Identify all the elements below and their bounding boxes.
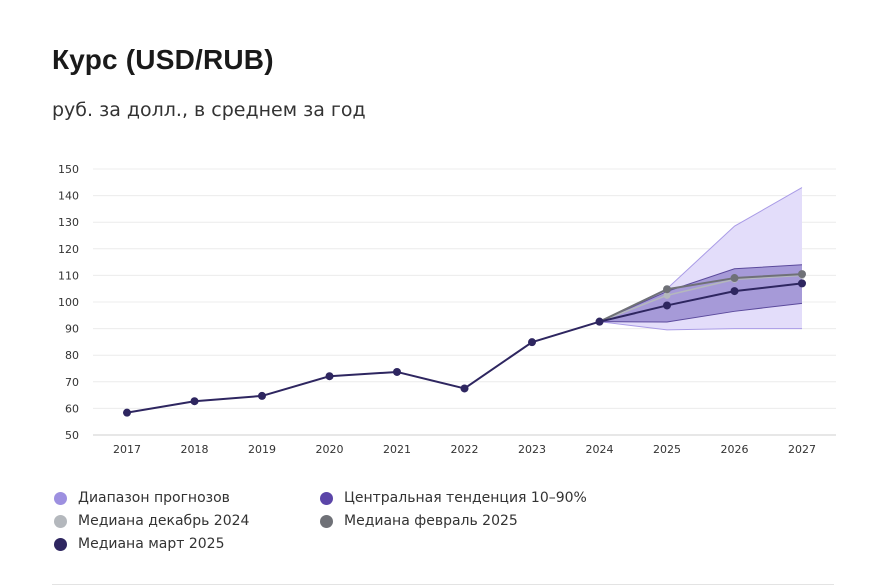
bottom-divider [52, 584, 834, 585]
y-tick-label: 130 [58, 216, 79, 229]
legend-label: Диапазон прогнозов [78, 490, 230, 506]
median-mar-2025-point [393, 367, 401, 376]
x-tick-label: 2025 [653, 443, 681, 456]
median-feb-2025-point [730, 274, 739, 283]
median-feb-2025-point [798, 270, 806, 279]
x-tick-label: 2019 [248, 443, 276, 456]
chart-subtitle: руб. за долл., в среднем за год [52, 99, 366, 121]
median-mar-2025-point [258, 391, 266, 400]
chart-title: Курс (USD/RUB) [52, 44, 274, 75]
legend-item-median-dec-2024: Медиана декабрь 2024 [54, 513, 249, 529]
legend-swatch-median-mar-2025 [54, 537, 67, 551]
x-tick-label: 2024 [586, 443, 614, 456]
y-tick-label: 90 [65, 323, 79, 336]
median-mar-2025-point [325, 372, 334, 381]
median-feb-2025-point [663, 285, 671, 294]
legend-swatch-central-tendency [320, 491, 333, 505]
y-tick-label: 50 [65, 429, 79, 442]
x-tick-label: 2027 [788, 443, 816, 456]
forecast-range-band-lower-edge [599, 321, 802, 331]
legend-item-central-tendency: Центральная тенденция 10–90% [320, 490, 587, 506]
y-tick-label: 70 [65, 376, 79, 389]
median-feb-2025-line [599, 273, 803, 323]
legend-item-median-mar-2025: Медиана март 2025 [54, 536, 225, 552]
median-mar-2025-point [190, 397, 199, 406]
y-tick-label: 120 [58, 243, 79, 256]
legend-label: Медиана март 2025 [78, 536, 225, 552]
median-dec-2024-point [663, 291, 671, 299]
median-mar-2025-point [595, 317, 604, 326]
x-tick-label: 2026 [721, 443, 749, 456]
legend-swatch-forecast-range [54, 491, 67, 505]
legend-swatch-median-dec-2024 [54, 514, 67, 528]
median-mar-2025-point [528, 338, 536, 347]
x-tick-label: 2021 [383, 443, 411, 456]
legend-label: Медиана декабрь 2024 [78, 513, 250, 529]
x-tick-label: 2020 [316, 443, 344, 456]
y-tick-label: 100 [58, 296, 79, 309]
median-mar-2025-point [798, 279, 806, 288]
legend: Диапазон прогнозов Центральная тенденция… [54, 490, 834, 560]
median-mar-2025-point [123, 408, 131, 417]
central-tendency-band-lower-edge [599, 302, 803, 323]
x-tick-label: 2017 [113, 443, 141, 456]
legend-swatch-median-feb-2025 [320, 514, 333, 528]
y-tick-label: 140 [58, 190, 79, 203]
x-tick-label: 2023 [518, 443, 546, 456]
y-tick-label: 150 [58, 163, 79, 176]
legend-label: Медиана февраль 2025 [344, 513, 518, 529]
y-tick-label: 110 [58, 269, 79, 282]
chart-area: 50 60 70 80 90 100 110 120 130 140 150 2017 2018 2019… [58, 163, 836, 456]
legend-label: Центральная тенденция 10–90% [344, 490, 587, 506]
legend-item-median-feb-2025: Медиана февраль 2025 [320, 513, 518, 529]
median-dec-2024-line [599, 274, 803, 323]
legend-item-forecast-range: Диапазон прогнозов [54, 490, 230, 506]
median-mar-2025-point [663, 301, 671, 310]
y-tick-label: 80 [65, 349, 79, 362]
y-tick-label: 60 [65, 402, 79, 415]
x-tick-label: 2018 [181, 443, 209, 456]
median-mar-2025-point [730, 287, 739, 296]
median-mar-2025-point [460, 384, 469, 393]
x-tick-label: 2022 [451, 443, 479, 456]
